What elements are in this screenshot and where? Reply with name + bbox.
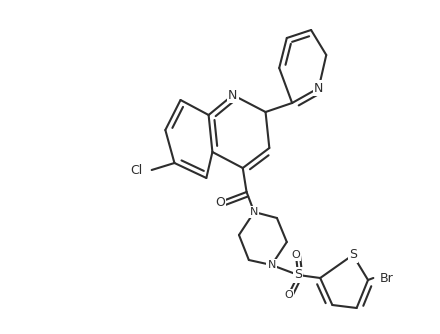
Text: N: N [314, 81, 323, 95]
Text: Br: Br [379, 272, 393, 285]
Text: O: O [215, 195, 225, 208]
Text: O: O [284, 290, 293, 300]
Text: N: N [250, 207, 258, 217]
Text: O: O [292, 250, 300, 260]
Text: N: N [268, 260, 276, 270]
Text: S: S [349, 248, 357, 262]
Text: N: N [228, 89, 238, 102]
Text: Cl: Cl [130, 164, 143, 176]
Text: S: S [294, 269, 302, 282]
